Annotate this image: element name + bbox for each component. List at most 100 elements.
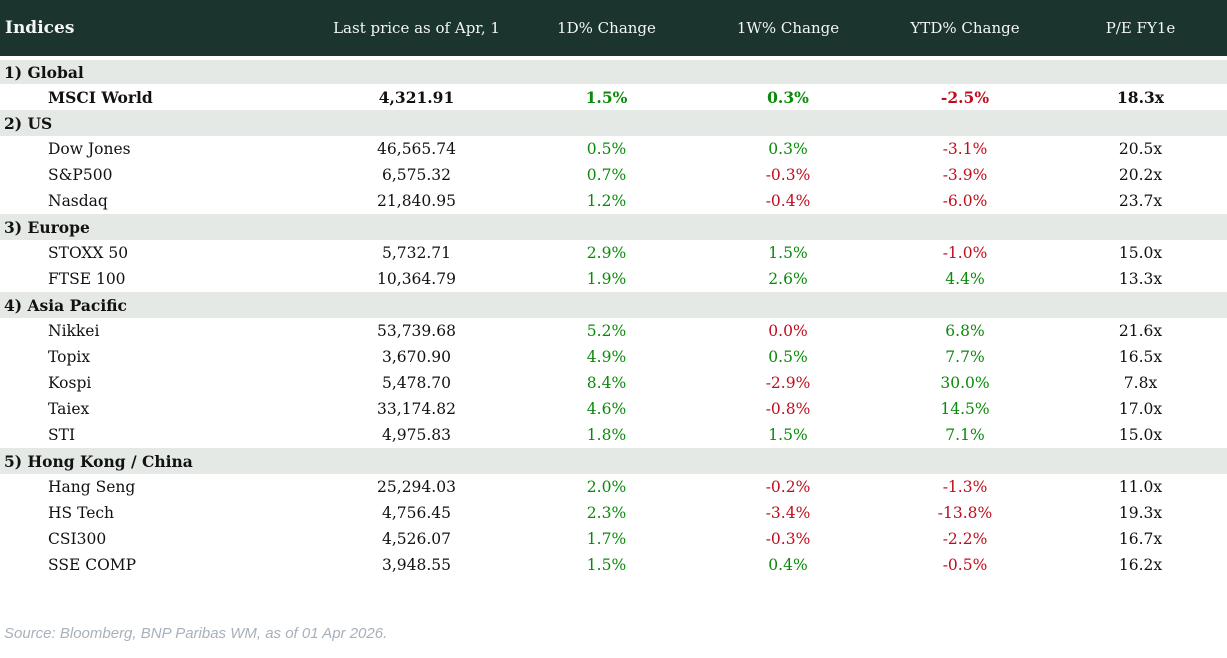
change-1w: -0.3%	[700, 162, 876, 188]
change-ytd: -2.2%	[876, 526, 1054, 552]
change-1w: -0.8%	[700, 396, 876, 422]
index-row: Kospi 5,478.70 8.4% -2.9% 30.0% 7.8x	[0, 370, 1227, 396]
index-name: Nikkei	[0, 318, 320, 344]
pe-ratio: 18.3x	[1054, 84, 1227, 110]
section-label: 5) Hong Kong / China	[0, 448, 1227, 474]
index-name: Nasdaq	[0, 188, 320, 214]
last-price: 5,732.71	[320, 240, 513, 266]
pe-ratio: 23.7x	[1054, 188, 1227, 214]
change-1w: -2.9%	[700, 370, 876, 396]
indices-table-body: 1) Global MSCI World 4,321.91 1.5% 0.3% -2.5%…	[0, 58, 1227, 578]
change-1d: 1.8%	[513, 422, 700, 448]
change-1w: 2.6%	[700, 266, 876, 292]
last-price: 21,840.95	[320, 188, 513, 214]
section-row: 5) Hong Kong / China	[0, 448, 1227, 474]
change-ytd: -3.1%	[876, 136, 1054, 162]
change-ytd: 14.5%	[876, 396, 1054, 422]
last-price: 4,321.91	[320, 84, 513, 110]
last-price: 3,670.90	[320, 344, 513, 370]
index-row: HS Tech 4,756.45 2.3% -3.4% -13.8% 19.3x	[0, 500, 1227, 526]
change-1d: 4.6%	[513, 396, 700, 422]
change-1w: 0.5%	[700, 344, 876, 370]
pe-ratio: 19.3x	[1054, 500, 1227, 526]
change-ytd: 7.1%	[876, 422, 1054, 448]
column-header-ytd-change: YTD% Change	[876, 0, 1054, 60]
change-1w: 1.5%	[700, 240, 876, 266]
last-price: 33,174.82	[320, 396, 513, 422]
change-ytd: -6.0%	[876, 188, 1054, 214]
pe-ratio: 7.8x	[1054, 370, 1227, 396]
header-row: Indices Last price as of Apr, 1 1D% Chan…	[0, 0, 1227, 60]
index-row: STOXX 50 5,732.71 2.9% 1.5% -1.0% 15.0x	[0, 240, 1227, 266]
index-name: Taiex	[0, 396, 320, 422]
change-1d: 1.2%	[513, 188, 700, 214]
pe-ratio: 21.6x	[1054, 318, 1227, 344]
change-ytd: 4.4%	[876, 266, 1054, 292]
pe-ratio: 16.5x	[1054, 344, 1227, 370]
last-price: 46,565.74	[320, 136, 513, 162]
pe-ratio: 20.2x	[1054, 162, 1227, 188]
section-row: 2) US	[0, 110, 1227, 136]
column-header-last-price: Last price as of Apr, 1	[320, 0, 513, 60]
change-1d: 2.3%	[513, 500, 700, 526]
change-1d: 2.9%	[513, 240, 700, 266]
change-ytd: 7.7%	[876, 344, 1054, 370]
index-row: STI 4,975.83 1.8% 1.5% 7.1% 15.0x	[0, 422, 1227, 448]
pe-ratio: 20.5x	[1054, 136, 1227, 162]
change-ytd: -3.9%	[876, 162, 1054, 188]
last-price: 4,975.83	[320, 422, 513, 448]
index-name: STI	[0, 422, 320, 448]
index-row: S&P500 6,575.32 0.7% -0.3% -3.9% 20.2x	[0, 162, 1227, 188]
change-1w: -0.3%	[700, 526, 876, 552]
section-label: 4) Asia Pacific	[0, 292, 1227, 318]
index-row: Taiex 33,174.82 4.6% -0.8% 14.5% 17.0x	[0, 396, 1227, 422]
pe-ratio: 16.2x	[1054, 552, 1227, 578]
pe-ratio: 15.0x	[1054, 240, 1227, 266]
index-name: Topix	[0, 344, 320, 370]
last-price: 10,364.79	[320, 266, 513, 292]
index-name: Dow Jones	[0, 136, 320, 162]
source-note: Source: Bloomberg, BNP Paribas WM, as of…	[4, 625, 388, 642]
change-ytd: -2.5%	[876, 84, 1054, 110]
index-row: FTSE 100 10,364.79 1.9% 2.6% 4.4% 13.3x	[0, 266, 1227, 292]
change-1d: 4.9%	[513, 344, 700, 370]
change-1w: 0.0%	[700, 318, 876, 344]
pe-ratio: 16.7x	[1054, 526, 1227, 552]
change-1w: 0.3%	[700, 84, 876, 110]
index-row: SSE COMP 3,948.55 1.5% 0.4% -0.5% 16.2x	[0, 552, 1227, 578]
change-1d: 0.7%	[513, 162, 700, 188]
section-row: 1) Global	[0, 58, 1227, 84]
change-ytd: -1.0%	[876, 240, 1054, 266]
section-label: 3) Europe	[0, 214, 1227, 240]
change-1d: 0.5%	[513, 136, 700, 162]
index-row: Nikkei 53,739.68 5.2% 0.0% 6.8% 21.6x	[0, 318, 1227, 344]
last-price: 5,478.70	[320, 370, 513, 396]
pe-ratio: 13.3x	[1054, 266, 1227, 292]
index-row: Dow Jones 46,565.74 0.5% 0.3% -3.1% 20.5x	[0, 136, 1227, 162]
index-name: S&P500	[0, 162, 320, 188]
indices-table-header: Indices Last price as of Apr, 1 1D% Chan…	[0, 0, 1227, 60]
change-ytd: 6.8%	[876, 318, 1054, 344]
index-name: CSI300	[0, 526, 320, 552]
last-price: 4,756.45	[320, 500, 513, 526]
change-1d: 1.5%	[513, 84, 700, 110]
change-1w: -0.2%	[700, 474, 876, 500]
change-1w: -3.4%	[700, 500, 876, 526]
index-name: MSCI World	[0, 84, 320, 110]
change-1w: 0.4%	[700, 552, 876, 578]
change-1d: 1.7%	[513, 526, 700, 552]
change-1d: 1.5%	[513, 552, 700, 578]
change-1d: 1.9%	[513, 266, 700, 292]
index-row: Hang Seng 25,294.03 2.0% -0.2% -1.3% 11.0x	[0, 474, 1227, 500]
pe-ratio: 11.0x	[1054, 474, 1227, 500]
section-row: 3) Europe	[0, 214, 1227, 240]
last-price: 25,294.03	[320, 474, 513, 500]
change-1d: 8.4%	[513, 370, 700, 396]
index-name: Hang Seng	[0, 474, 320, 500]
change-ytd: -13.8%	[876, 500, 1054, 526]
last-price: 6,575.32	[320, 162, 513, 188]
indices-table: Indices Last price as of Apr, 1 1D% Chan…	[0, 0, 1227, 578]
section-row: 4) Asia Pacific	[0, 292, 1227, 318]
change-1d: 5.2%	[513, 318, 700, 344]
